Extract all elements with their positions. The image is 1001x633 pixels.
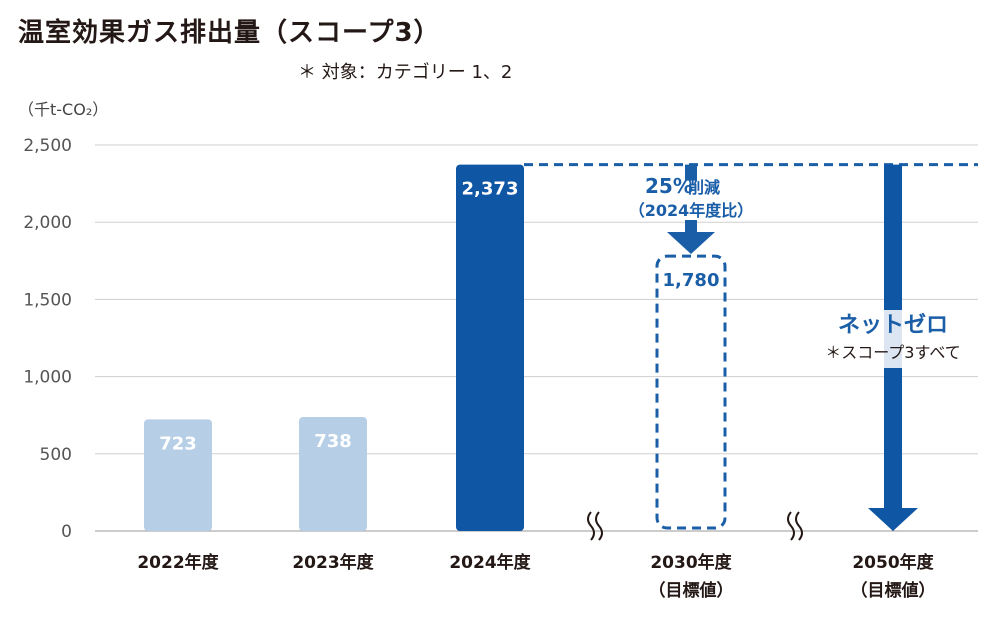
bar-value-label: 723 bbox=[159, 433, 197, 454]
net-zero-label-backing bbox=[808, 310, 976, 368]
x-tick-label: 2022年度 bbox=[137, 552, 219, 573]
target-bar bbox=[655, 254, 727, 530]
y-tick-label: 500 bbox=[40, 445, 72, 465]
y-tick-label: 2,000 bbox=[23, 213, 72, 233]
bar-value-label: 1,780 bbox=[663, 270, 720, 291]
bar-value-label: 2,373 bbox=[462, 179, 519, 200]
bar-value-label: 738 bbox=[314, 431, 352, 452]
net-zero-scope-label: ＊スコープ3すべて bbox=[825, 343, 960, 362]
reduction-arrow-head bbox=[667, 232, 715, 254]
x-tick-label: 2023年度 bbox=[292, 552, 374, 573]
axis-break-mark bbox=[787, 511, 795, 541]
y-tick-label: 2,500 bbox=[23, 136, 72, 156]
chart-subtitle: ＊ 対象：カテゴリー 1、2 bbox=[298, 62, 513, 83]
net-zero-arrow-head bbox=[868, 508, 918, 531]
bar bbox=[299, 417, 367, 531]
reduction-word-label: 削減 bbox=[688, 178, 720, 197]
net-zero-label: ネットゼロ bbox=[838, 313, 948, 338]
axis-break-mark bbox=[595, 511, 603, 541]
x-tick-label: 2050年度 bbox=[852, 552, 934, 573]
x-tick-sublabel: （目標値） bbox=[649, 580, 734, 601]
bar bbox=[456, 164, 524, 531]
reduction-basis-label: （2024年度比） bbox=[629, 201, 754, 220]
x-tick-label: 2030年度 bbox=[650, 552, 732, 573]
x-tick-label: 2024年度 bbox=[449, 552, 531, 573]
y-axis-unit: （千t-CO₂） bbox=[18, 100, 109, 119]
y-tick-label: 1,500 bbox=[23, 290, 72, 310]
reduction-arrow-shaft bbox=[685, 164, 697, 181]
reduction-arrow-shaft bbox=[685, 220, 697, 234]
bar bbox=[144, 419, 212, 531]
y-tick-label: 1,000 bbox=[23, 368, 72, 388]
axis-break-mark bbox=[795, 511, 803, 541]
y-tick-label: 0 bbox=[61, 522, 72, 542]
x-tick-sublabel: （目標値） bbox=[851, 580, 936, 601]
reduction-percent-label: 25% bbox=[645, 174, 693, 198]
axis-break-mark bbox=[587, 511, 595, 541]
chart-title: 温室効果ガス排出量（スコープ3） bbox=[18, 18, 441, 48]
